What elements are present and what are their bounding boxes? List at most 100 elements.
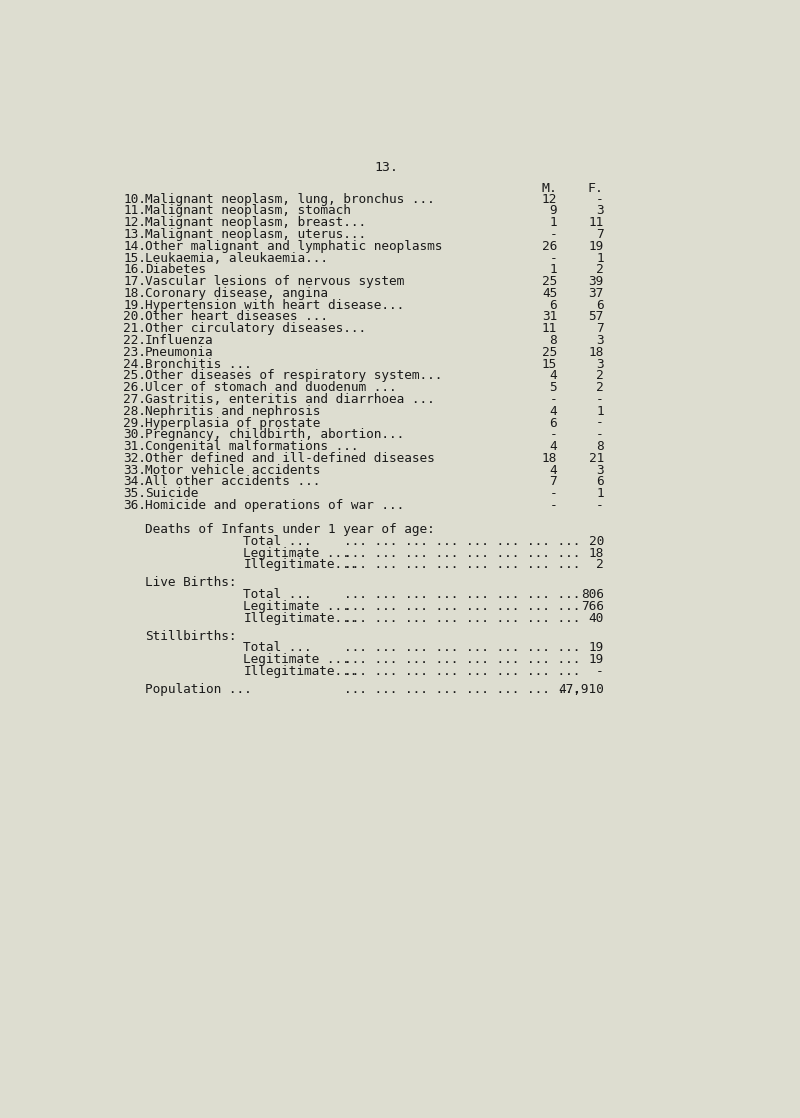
Text: -: - — [596, 392, 604, 406]
Text: -: - — [550, 392, 558, 406]
Text: 40: 40 — [589, 612, 604, 625]
Text: 11.: 11. — [123, 205, 146, 218]
Text: Other heart diseases ...: Other heart diseases ... — [145, 311, 328, 323]
Text: -: - — [596, 417, 604, 429]
Text: ... ... ... ... ... ... ... ...: ... ... ... ... ... ... ... ... — [344, 588, 581, 601]
Text: 9: 9 — [550, 205, 558, 218]
Text: Deaths of Infants under 1 year of age:: Deaths of Infants under 1 year of age: — [145, 523, 434, 537]
Text: 11: 11 — [542, 322, 558, 335]
Text: 37: 37 — [589, 287, 604, 300]
Text: 18.: 18. — [123, 287, 146, 300]
Text: 1: 1 — [596, 405, 604, 418]
Text: 2: 2 — [596, 558, 604, 571]
Text: ... ... ... ... ... ... ... ...: ... ... ... ... ... ... ... ... — [344, 653, 581, 666]
Text: 3: 3 — [596, 205, 604, 218]
Text: 19: 19 — [589, 239, 604, 253]
Text: 25: 25 — [542, 345, 558, 359]
Text: 6: 6 — [550, 417, 558, 429]
Text: 19: 19 — [589, 653, 604, 666]
Text: 15.: 15. — [123, 252, 146, 265]
Text: Influenza: Influenza — [145, 334, 214, 347]
Text: Ulcer of stomach and duodenum ...: Ulcer of stomach and duodenum ... — [145, 381, 397, 395]
Text: Legitimate ...: Legitimate ... — [243, 600, 350, 613]
Text: 16.: 16. — [123, 264, 146, 276]
Text: Other diseases of respiratory system...: Other diseases of respiratory system... — [145, 369, 442, 382]
Text: 1: 1 — [550, 216, 558, 229]
Text: 18: 18 — [589, 345, 604, 359]
Text: -: - — [550, 252, 558, 265]
Text: ... ... ... ... ... ... ... ...: ... ... ... ... ... ... ... ... — [344, 642, 581, 654]
Text: 2: 2 — [596, 381, 604, 395]
Text: 19.: 19. — [123, 299, 146, 312]
Text: 21.: 21. — [123, 322, 146, 335]
Text: 26.: 26. — [123, 381, 146, 395]
Text: Hypertension with heart disease...: Hypertension with heart disease... — [145, 299, 404, 312]
Text: Other circulatory diseases...: Other circulatory diseases... — [145, 322, 366, 335]
Text: 4: 4 — [550, 440, 558, 453]
Text: 7: 7 — [596, 228, 604, 241]
Text: Malignant neoplasm, uterus...: Malignant neoplasm, uterus... — [145, 228, 366, 241]
Text: M.: M. — [542, 182, 558, 195]
Text: 15: 15 — [542, 358, 558, 370]
Text: -: - — [596, 428, 604, 442]
Text: 24.: 24. — [123, 358, 146, 370]
Text: Malignant neoplasm, breast...: Malignant neoplasm, breast... — [145, 216, 366, 229]
Text: 8: 8 — [550, 334, 558, 347]
Text: 14.: 14. — [123, 239, 146, 253]
Text: 12: 12 — [542, 192, 558, 206]
Text: Nephritis and nephrosis: Nephritis and nephrosis — [145, 405, 320, 418]
Text: 13.: 13. — [123, 228, 146, 241]
Text: 6: 6 — [550, 299, 558, 312]
Text: Illegitimate...: Illegitimate... — [243, 558, 358, 571]
Text: Legitimate ...: Legitimate ... — [243, 653, 350, 666]
Text: 45: 45 — [542, 287, 558, 300]
Text: 4: 4 — [550, 405, 558, 418]
Text: Suicide: Suicide — [145, 487, 198, 500]
Text: Homicide and operations of war ...: Homicide and operations of war ... — [145, 499, 404, 512]
Text: 32.: 32. — [123, 452, 146, 465]
Text: 3: 3 — [596, 464, 604, 476]
Text: ... ... ... ... ... ... ... ...: ... ... ... ... ... ... ... ... — [344, 534, 581, 548]
Text: 7: 7 — [596, 322, 604, 335]
Text: 21: 21 — [589, 452, 604, 465]
Text: 17.: 17. — [123, 275, 146, 288]
Text: ... ... ... ... ... ... ... ...: ... ... ... ... ... ... ... ... — [344, 547, 581, 560]
Text: -: - — [550, 228, 558, 241]
Text: 31.: 31. — [123, 440, 146, 453]
Text: Diabetes: Diabetes — [145, 264, 206, 276]
Text: 23.: 23. — [123, 345, 146, 359]
Text: Other defined and ill-defined diseases: Other defined and ill-defined diseases — [145, 452, 434, 465]
Text: Pneumonia: Pneumonia — [145, 345, 214, 359]
Text: Malignant neoplasm, stomach: Malignant neoplasm, stomach — [145, 205, 351, 218]
Text: Bronchitis ...: Bronchitis ... — [145, 358, 252, 370]
Text: ... ... ... ... ... ... ... ...: ... ... ... ... ... ... ... ... — [344, 665, 581, 678]
Text: Pregnancy, childbirth, abortion...: Pregnancy, childbirth, abortion... — [145, 428, 404, 442]
Text: 1: 1 — [550, 264, 558, 276]
Text: 29.: 29. — [123, 417, 146, 429]
Text: 4: 4 — [550, 464, 558, 476]
Text: All other accidents ...: All other accidents ... — [145, 475, 320, 489]
Text: 19: 19 — [589, 642, 604, 654]
Text: 36.: 36. — [123, 499, 146, 512]
Text: 28.: 28. — [123, 405, 146, 418]
Text: Malignant neoplasm, lung, bronchus ...: Malignant neoplasm, lung, bronchus ... — [145, 192, 434, 206]
Text: Stillbirths:: Stillbirths: — [145, 629, 237, 643]
Text: 13.: 13. — [374, 161, 398, 174]
Text: 2: 2 — [596, 369, 604, 382]
Text: 11: 11 — [589, 216, 604, 229]
Text: -: - — [550, 428, 558, 442]
Text: 2: 2 — [596, 264, 604, 276]
Text: Legitimate ...: Legitimate ... — [243, 547, 350, 560]
Text: 25: 25 — [542, 275, 558, 288]
Text: 30.: 30. — [123, 428, 146, 442]
Text: 35.: 35. — [123, 487, 146, 500]
Text: 766: 766 — [581, 600, 604, 613]
Text: ... ... ... ... ... ... ... ...: ... ... ... ... ... ... ... ... — [344, 683, 581, 695]
Text: Congenital malformations ...: Congenital malformations ... — [145, 440, 358, 453]
Text: Total ...: Total ... — [243, 588, 312, 601]
Text: 20.: 20. — [123, 311, 146, 323]
Text: 12.: 12. — [123, 216, 146, 229]
Text: Total ...: Total ... — [243, 534, 312, 548]
Text: F.: F. — [588, 182, 604, 195]
Text: 57: 57 — [589, 311, 604, 323]
